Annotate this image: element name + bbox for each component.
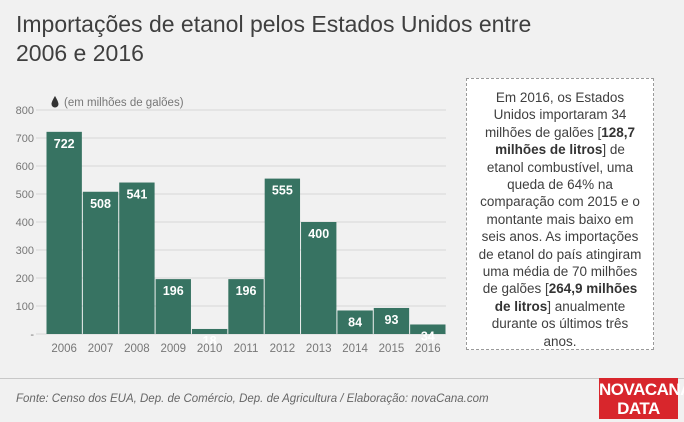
x-tick-label: 2015: [379, 343, 405, 355]
note-text-3: ] anualmente durante os últimos três ano…: [491, 298, 629, 349]
source-credit: Fonte: Censo dos EUA, Dep. de Comércio, …: [16, 393, 489, 405]
data-label: 196: [236, 284, 257, 298]
data-label: 555: [272, 184, 293, 198]
novacana-data-logo: NOVACANA DATA: [599, 378, 684, 419]
bar: [119, 182, 155, 334]
y-axis: 800 700 600 500 400 300 200 100 -: [16, 105, 35, 341]
x-tick-label: 2013: [306, 343, 332, 355]
chart-title: Importações de etanol pelos Estados Unid…: [16, 11, 532, 66]
unit-label: (em milhões de galões): [64, 97, 184, 109]
note-bold-2: 264,9 milhões de litros: [494, 281, 638, 314]
bar: [228, 279, 264, 334]
bar: [337, 310, 373, 334]
x-tick-label: 2007: [88, 343, 114, 355]
bar: [82, 191, 119, 334]
x-tick-label: 2016: [415, 343, 441, 355]
x-axis: 2006 2007 2008 2009 2010 2011 2012 2013 2014 2015…: [51, 343, 440, 355]
y-tick-label: 100: [16, 301, 34, 313]
note-text-1: Em 2016, os Estados Unidos importaram 34…: [484, 90, 627, 140]
x-tick-label: 2006: [51, 343, 77, 355]
x-tick-label: 2010: [197, 343, 223, 355]
logo-line-1: NOVACANA: [599, 380, 684, 399]
data-label: 508: [90, 197, 111, 211]
data-label: 541: [126, 188, 147, 202]
logo-line-2: DATA: [617, 399, 660, 418]
bar: [191, 328, 228, 334]
x-tick-label: 2011: [234, 343, 259, 355]
y-tick-label: 200: [16, 273, 34, 285]
footer-divider: [0, 378, 684, 379]
data-label: 400: [308, 227, 329, 241]
oil-drop-icon: [51, 96, 59, 108]
data-label: 18: [203, 334, 217, 348]
data-label: 93: [385, 313, 399, 327]
data-label: 84: [348, 315, 362, 329]
bar: [410, 324, 446, 334]
data-label: 722: [54, 137, 75, 151]
x-tick-label: 2009: [160, 343, 186, 355]
bar: [155, 279, 191, 334]
note-text-2: ] de etanol combustível, uma queda de 64…: [478, 142, 642, 297]
note-bold-1: 128,7 milhões de litros: [495, 124, 636, 158]
y-tick-label: -: [30, 329, 34, 341]
y-tick-label: 500: [16, 189, 34, 201]
y-tick-label: 300: [16, 245, 34, 257]
bar: [301, 222, 337, 334]
unit-legend: (em milhões de galões): [51, 96, 184, 109]
x-tick-label: 2014: [342, 343, 368, 355]
y-tick-label: 600: [16, 161, 34, 173]
y-tick-label: 800: [16, 105, 34, 117]
y-tick-label: 700: [16, 133, 34, 145]
data-label: 196: [163, 284, 184, 298]
bars: 722 508 541 196 18 196 555 400 84 93 34: [46, 131, 446, 348]
bar: [373, 307, 410, 334]
x-tick-label: 2012: [270, 343, 296, 355]
annotation-box: Em 2016, os Estados Unidos importaram 34…: [466, 78, 654, 350]
y-tick-label: 400: [16, 217, 34, 229]
bar: [46, 131, 82, 334]
data-label: 34: [421, 329, 435, 343]
x-tick-label: 2008: [124, 343, 150, 355]
bar: [264, 178, 301, 334]
bar-chart: 800 700 600 500 400 300 200 100 - 722 508 541 196 18…: [16, 96, 446, 355]
